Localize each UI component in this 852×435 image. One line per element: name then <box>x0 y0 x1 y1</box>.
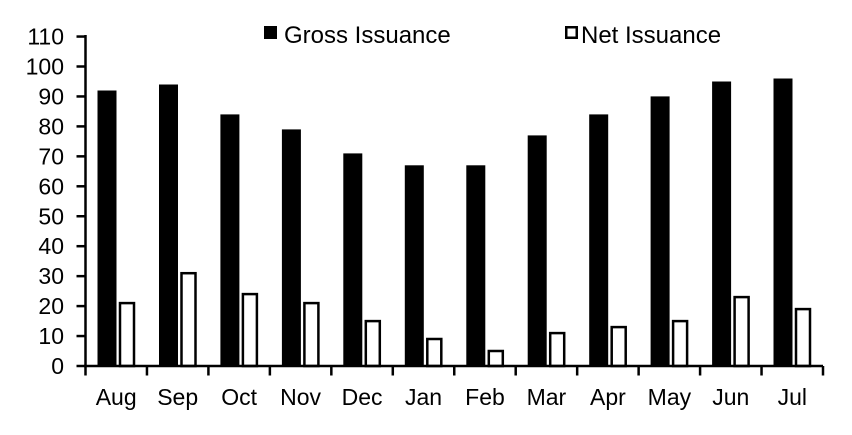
gross-issuance-bar <box>589 114 609 368</box>
net-issuance-bar <box>118 301 136 368</box>
y-axis-tick-label: 60 <box>38 173 64 199</box>
gross-issuance-bar <box>343 153 363 367</box>
x-axis-tick-label: Jun <box>712 384 749 410</box>
y-axis-tick-label: 80 <box>38 113 64 139</box>
gross-issuance-bar <box>281 129 301 367</box>
gross-issuance-bar <box>466 165 486 367</box>
x-axis-tick-label: Oct <box>221 384 257 410</box>
x-axis-tick-label: Nov <box>280 384 321 410</box>
y-axis-tick-label: 0 <box>51 353 64 379</box>
gross-issuance-bar <box>712 81 732 367</box>
gross-issuance-bar <box>404 165 424 367</box>
net-issuance-legend-swatch <box>565 26 578 39</box>
net-issuance-bar <box>180 271 197 368</box>
y-axis-tick-label: 110 <box>27 24 64 50</box>
x-axis-tick-label: Mar <box>527 384 567 410</box>
gross-issuance-bar <box>773 78 793 367</box>
y-axis-tick-label: 30 <box>38 263 64 289</box>
y-axis-tick-label: 70 <box>38 143 64 169</box>
net-issuance-bar <box>487 349 505 368</box>
legend-label: Net Issuance <box>581 22 721 49</box>
x-axis-tick-label: Apr <box>590 384 626 410</box>
x-axis-tick-label: Aug <box>96 384 137 410</box>
gross-issuance-bar <box>220 114 240 368</box>
y-axis-tick-label: 90 <box>38 83 64 109</box>
gross-issuance-legend-swatch <box>264 26 277 39</box>
net-issuance-bar <box>733 295 750 368</box>
net-issuance-bar <box>303 301 320 368</box>
legend-label: Gross Issuance <box>284 22 451 49</box>
x-axis-tick-label: Feb <box>465 384 505 410</box>
y-axis-tick-label: 20 <box>38 293 64 319</box>
x-axis-tick-label: Dec <box>342 384 383 410</box>
net-issuance-bar <box>426 337 443 368</box>
x-axis-tick-label: Sep <box>157 384 198 410</box>
gross-issuance-bar <box>159 84 178 367</box>
y-axis-tick-label: 100 <box>26 54 64 80</box>
gross-issuance-bar <box>97 90 117 367</box>
x-axis-tick-label: May <box>648 384 692 410</box>
gross-issuance-bar <box>650 96 670 368</box>
y-axis-tick-label: 40 <box>38 233 64 259</box>
y-axis-tick-label: 10 <box>38 323 64 349</box>
net-issuance-bar <box>794 307 812 368</box>
gross-issuance-bar <box>527 135 547 367</box>
net-issuance-bar <box>364 319 382 368</box>
y-axis-tick-label: 50 <box>38 203 64 229</box>
net-issuance-bar <box>241 292 259 368</box>
net-issuance-bar <box>548 331 566 368</box>
net-issuance-bar <box>671 319 689 368</box>
x-axis-tick-label: Jul <box>778 384 807 410</box>
net-issuance-bar <box>610 325 627 368</box>
x-axis-tick-label: Jan <box>405 384 442 410</box>
